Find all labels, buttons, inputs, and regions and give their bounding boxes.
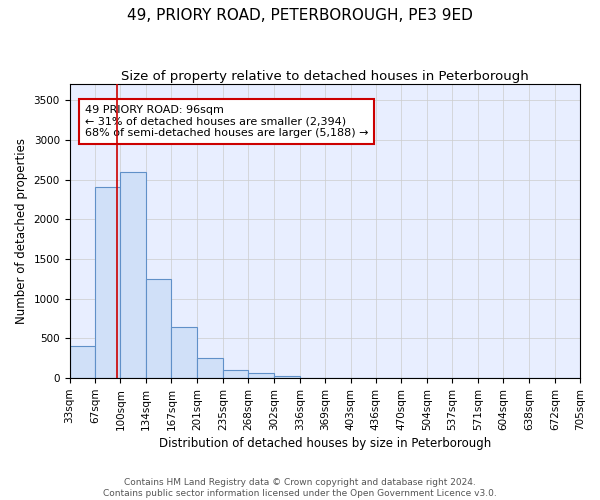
Bar [274,376,299,378]
Bar [146,279,172,378]
Text: Contains HM Land Registry data © Crown copyright and database right 2024.
Contai: Contains HM Land Registry data © Crown c… [103,478,497,498]
Bar [172,326,197,378]
Bar [248,374,274,378]
Text: 49, PRIORY ROAD, PETERBOROUGH, PE3 9ED: 49, PRIORY ROAD, PETERBOROUGH, PE3 9ED [127,8,473,22]
Bar [223,370,248,378]
X-axis label: Distribution of detached houses by size in Peterborough: Distribution of detached houses by size … [158,437,491,450]
Bar [95,188,121,378]
Y-axis label: Number of detached properties: Number of detached properties [15,138,28,324]
Title: Size of property relative to detached houses in Peterborough: Size of property relative to detached ho… [121,70,529,83]
Bar [197,358,223,378]
Bar [70,346,95,378]
Bar [121,172,146,378]
Text: 49 PRIORY ROAD: 96sqm
← 31% of detached houses are smaller (2,394)
68% of semi-d: 49 PRIORY ROAD: 96sqm ← 31% of detached … [85,104,368,138]
